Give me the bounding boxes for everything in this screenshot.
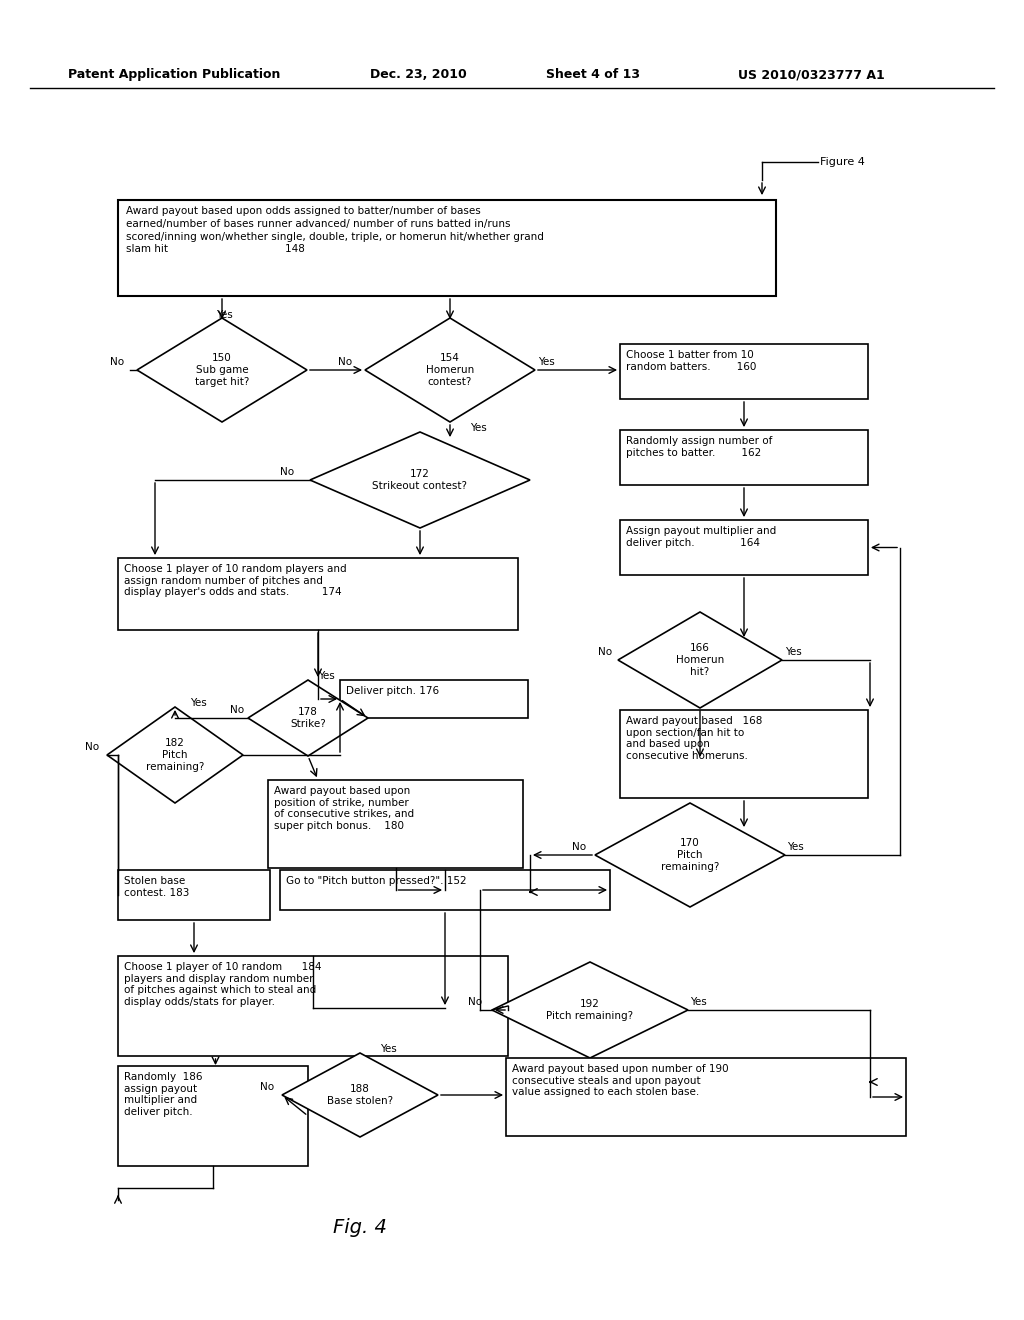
- Bar: [340, 680, 528, 718]
- Bar: [280, 870, 610, 909]
- Text: 166
Homerun
hit?: 166 Homerun hit?: [676, 643, 724, 677]
- Text: No: No: [280, 467, 294, 477]
- Polygon shape: [137, 318, 307, 422]
- Text: Dec. 23, 2010: Dec. 23, 2010: [370, 69, 467, 81]
- Text: Assign payout multiplier and
deliver pitch.              164: Assign payout multiplier and deliver pit…: [626, 525, 776, 548]
- Text: Go to "Pitch button pressed?". 152: Go to "Pitch button pressed?". 152: [286, 876, 467, 886]
- Text: Award payout based upon odds assigned to batter/number of bases
earned/number of: Award payout based upon odds assigned to…: [126, 206, 544, 255]
- Text: Yes: Yes: [785, 647, 802, 657]
- Bar: [268, 780, 523, 869]
- Text: Yes: Yes: [538, 356, 555, 367]
- Text: Award payout based upon number of 190
consecutive steals and upon payout
value a: Award payout based upon number of 190 co…: [512, 1064, 729, 1097]
- Text: No: No: [338, 356, 352, 367]
- Bar: [118, 956, 508, 1056]
- Text: 192
Pitch remaining?: 192 Pitch remaining?: [547, 999, 634, 1020]
- Text: 154
Homerun
contest?: 154 Homerun contest?: [426, 354, 474, 387]
- Text: No: No: [230, 705, 244, 715]
- Text: 182
Pitch
remaining?: 182 Pitch remaining?: [145, 738, 204, 772]
- Text: No: No: [260, 1082, 274, 1092]
- Text: Choose 1 player of 10 random      184
players and display random number
of pitch: Choose 1 player of 10 random 184 players…: [124, 962, 322, 1007]
- Text: Yes: Yes: [380, 1044, 396, 1053]
- Bar: [506, 1059, 906, 1137]
- Bar: [118, 201, 776, 296]
- Polygon shape: [618, 612, 782, 708]
- Text: 172
Strikeout contest?: 172 Strikeout contest?: [373, 469, 468, 491]
- Polygon shape: [492, 962, 688, 1059]
- Text: Figure 4: Figure 4: [820, 157, 865, 168]
- Bar: [620, 710, 868, 799]
- Bar: [118, 1067, 308, 1166]
- Text: Fig. 4: Fig. 4: [333, 1218, 387, 1237]
- Bar: [620, 430, 868, 484]
- Text: Deliver pitch. 176: Deliver pitch. 176: [346, 686, 439, 696]
- Polygon shape: [595, 803, 785, 907]
- Text: US 2010/0323777 A1: US 2010/0323777 A1: [738, 69, 885, 81]
- Polygon shape: [365, 318, 535, 422]
- Text: Sheet 4 of 13: Sheet 4 of 13: [546, 69, 640, 81]
- Polygon shape: [310, 432, 530, 528]
- Bar: [118, 558, 518, 630]
- Text: No: No: [468, 997, 482, 1007]
- Text: Award payout based upon
position of strike, number
of consecutive strikes, and
s: Award payout based upon position of stri…: [274, 785, 414, 830]
- Text: 170
Pitch
remaining?: 170 Pitch remaining?: [660, 838, 719, 871]
- Text: Yes: Yes: [190, 698, 207, 708]
- Bar: [620, 345, 868, 399]
- Text: Yes: Yes: [216, 310, 232, 319]
- Text: Stolen base
contest. 183: Stolen base contest. 183: [124, 876, 189, 898]
- Text: 178
Strike?: 178 Strike?: [290, 708, 326, 729]
- Text: Choose 1 player of 10 random players and
assign random number of pitches and
dis: Choose 1 player of 10 random players and…: [124, 564, 347, 597]
- Text: Award payout based   168
upon section/fan hit to
and based upon
consecutive home: Award payout based 168 upon section/fan …: [626, 715, 763, 760]
- Text: No: No: [572, 842, 586, 851]
- Text: Randomly assign number of
pitches to batter.        162: Randomly assign number of pitches to bat…: [626, 436, 772, 458]
- Text: Yes: Yes: [318, 671, 335, 681]
- Text: No: No: [85, 742, 99, 752]
- Text: Yes: Yes: [470, 422, 486, 433]
- Polygon shape: [282, 1053, 438, 1137]
- Polygon shape: [248, 680, 368, 756]
- Text: 150
Sub game
target hit?: 150 Sub game target hit?: [195, 354, 249, 387]
- Text: 188
Base stolen?: 188 Base stolen?: [327, 1084, 393, 1106]
- Text: No: No: [598, 647, 612, 657]
- Polygon shape: [106, 708, 243, 803]
- Text: Choose 1 batter from 10
random batters.        160: Choose 1 batter from 10 random batters. …: [626, 350, 757, 372]
- Text: Yes: Yes: [787, 842, 804, 851]
- Text: Patent Application Publication: Patent Application Publication: [68, 69, 281, 81]
- Bar: [620, 520, 868, 576]
- Text: Yes: Yes: [690, 997, 707, 1007]
- Text: No: No: [110, 356, 124, 367]
- Text: Randomly  186
assign payout
multiplier and
deliver pitch.: Randomly 186 assign payout multiplier an…: [124, 1072, 203, 1117]
- Bar: [118, 870, 270, 920]
